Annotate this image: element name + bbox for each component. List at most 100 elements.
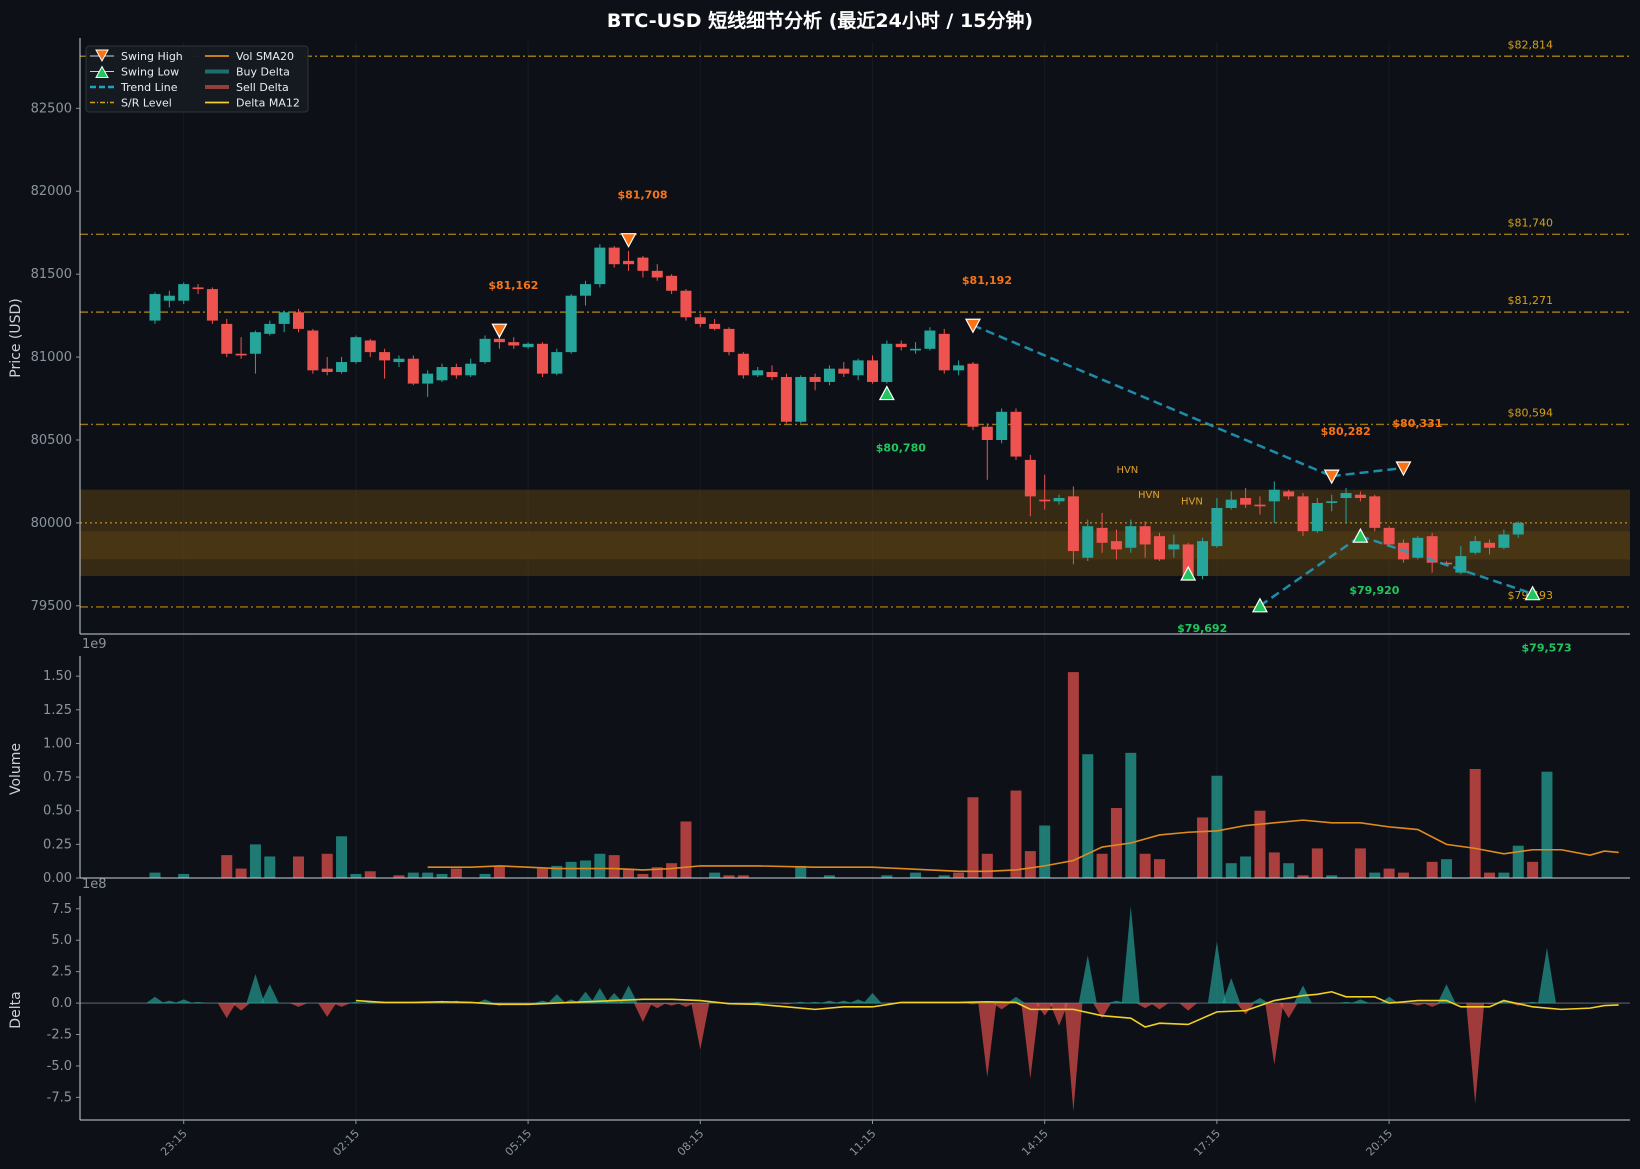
volume-bar xyxy=(565,861,577,878)
candle-body xyxy=(967,363,979,427)
candle-body xyxy=(278,312,290,324)
buy-delta-area xyxy=(791,1001,810,1004)
candle-body xyxy=(221,323,233,354)
y-tick-label: -5.0 xyxy=(47,1059,72,1074)
trend-line xyxy=(972,324,1333,478)
sell-delta-area xyxy=(289,1003,308,1007)
trend-line xyxy=(1360,534,1533,595)
candle-body xyxy=(422,373,434,384)
volume-bar xyxy=(1254,810,1266,878)
candle-body xyxy=(651,270,663,278)
candle-body xyxy=(307,330,319,371)
legend-item-vol-sma: Vol SMA20 xyxy=(205,50,294,63)
volume-bar xyxy=(450,868,462,878)
legend-label: S/R Level xyxy=(121,97,172,110)
delta-ma12-line xyxy=(355,990,1619,1028)
volume-bar xyxy=(1426,861,1438,878)
volume-bar xyxy=(1154,859,1165,878)
volume-bar xyxy=(1082,754,1094,878)
candle-body xyxy=(608,247,620,265)
candle-body xyxy=(1211,507,1223,547)
candle-body xyxy=(737,353,749,376)
y-tick-label: 82000 xyxy=(31,184,72,199)
candle-body xyxy=(694,317,706,324)
candle-body xyxy=(1311,502,1323,532)
volume-bar xyxy=(551,865,563,878)
swing-high-marker xyxy=(620,233,637,248)
candle-body xyxy=(393,358,405,363)
candle-body xyxy=(163,295,175,301)
candle-body xyxy=(1154,536,1165,560)
volume-bar xyxy=(1024,851,1036,878)
candle-body xyxy=(1340,493,1352,499)
swing-high-label: $81,708 xyxy=(617,189,667,202)
sell-delta-area xyxy=(332,1003,351,1007)
volume-bar xyxy=(637,873,649,878)
swing-low-label: $79,692 xyxy=(1177,622,1227,635)
sell-delta-area xyxy=(1064,1003,1083,1112)
candle-body xyxy=(536,343,548,374)
candle-body xyxy=(450,367,462,376)
sell-delta-area xyxy=(1236,1003,1255,1015)
volume-bar xyxy=(1067,672,1079,878)
candle-body xyxy=(981,426,993,440)
volume-bar xyxy=(666,863,678,878)
sell-delta-area xyxy=(963,1003,982,1005)
volume-bar xyxy=(407,872,419,878)
y-tick-label: -2.5 xyxy=(47,1028,72,1043)
volume-bar xyxy=(594,853,606,878)
volume-bar xyxy=(953,872,965,878)
candle-body xyxy=(1426,536,1438,563)
y-axis-label: Volume xyxy=(8,743,24,795)
legend-item-buy-delta: Buy Delta xyxy=(205,66,290,79)
candle-body xyxy=(852,360,864,376)
volume-bar xyxy=(1311,848,1323,878)
x-tick-label: 08:15 xyxy=(675,1127,707,1159)
buy-delta-area xyxy=(1222,977,1241,1004)
swing-low-marker xyxy=(1524,585,1541,601)
candle-body xyxy=(709,323,721,329)
volume-bar xyxy=(178,873,190,878)
y-tick-label: 7.5 xyxy=(51,902,72,917)
buy-delta-area xyxy=(246,974,265,1004)
candle-body xyxy=(336,362,348,372)
volume-bar xyxy=(651,867,663,878)
candle-body xyxy=(881,343,893,382)
sell-delta-area xyxy=(1480,1003,1499,1005)
candle-body xyxy=(1125,526,1137,548)
candle-body xyxy=(206,289,218,321)
candle-body xyxy=(249,332,261,354)
buy-delta-area xyxy=(1537,947,1556,1004)
sell-delta-area xyxy=(978,1003,997,1078)
sell-delta-area xyxy=(1093,1003,1112,1019)
legend-label: Buy Delta xyxy=(236,66,290,79)
sell-delta-area xyxy=(992,1003,1011,1010)
candle-body xyxy=(938,333,950,371)
candle-body xyxy=(666,275,678,291)
buy-delta-area xyxy=(1351,999,1370,1004)
candle-body xyxy=(1110,541,1122,550)
volume-bar xyxy=(293,856,304,878)
y-tick-label: 2.5 xyxy=(51,965,72,980)
volume-bar xyxy=(149,872,161,878)
y-axis-label: Price (USD) xyxy=(8,298,24,377)
buy-delta-area xyxy=(361,1001,380,1004)
y-tick-label: 0.75 xyxy=(43,770,72,785)
candle-body xyxy=(723,328,735,353)
legend-label: Trend Line xyxy=(120,81,178,94)
candle-body xyxy=(407,358,419,384)
swing-low-label: $80,780 xyxy=(876,442,926,455)
candle-body xyxy=(1383,527,1395,545)
candle-body xyxy=(350,337,362,363)
buy-delta-area xyxy=(346,1001,365,1004)
legend-label: Swing Low xyxy=(121,66,179,79)
x-tick-label: 05:15 xyxy=(503,1127,535,1159)
buy-delta-area xyxy=(590,988,609,1004)
buy-delta-area xyxy=(160,1000,179,1004)
volume-bar xyxy=(1541,771,1553,878)
volume-bar xyxy=(1354,848,1366,878)
swing-high-label: $81,192 xyxy=(962,274,1012,287)
buy-delta-area xyxy=(476,999,495,1004)
candle-body xyxy=(1067,496,1079,552)
